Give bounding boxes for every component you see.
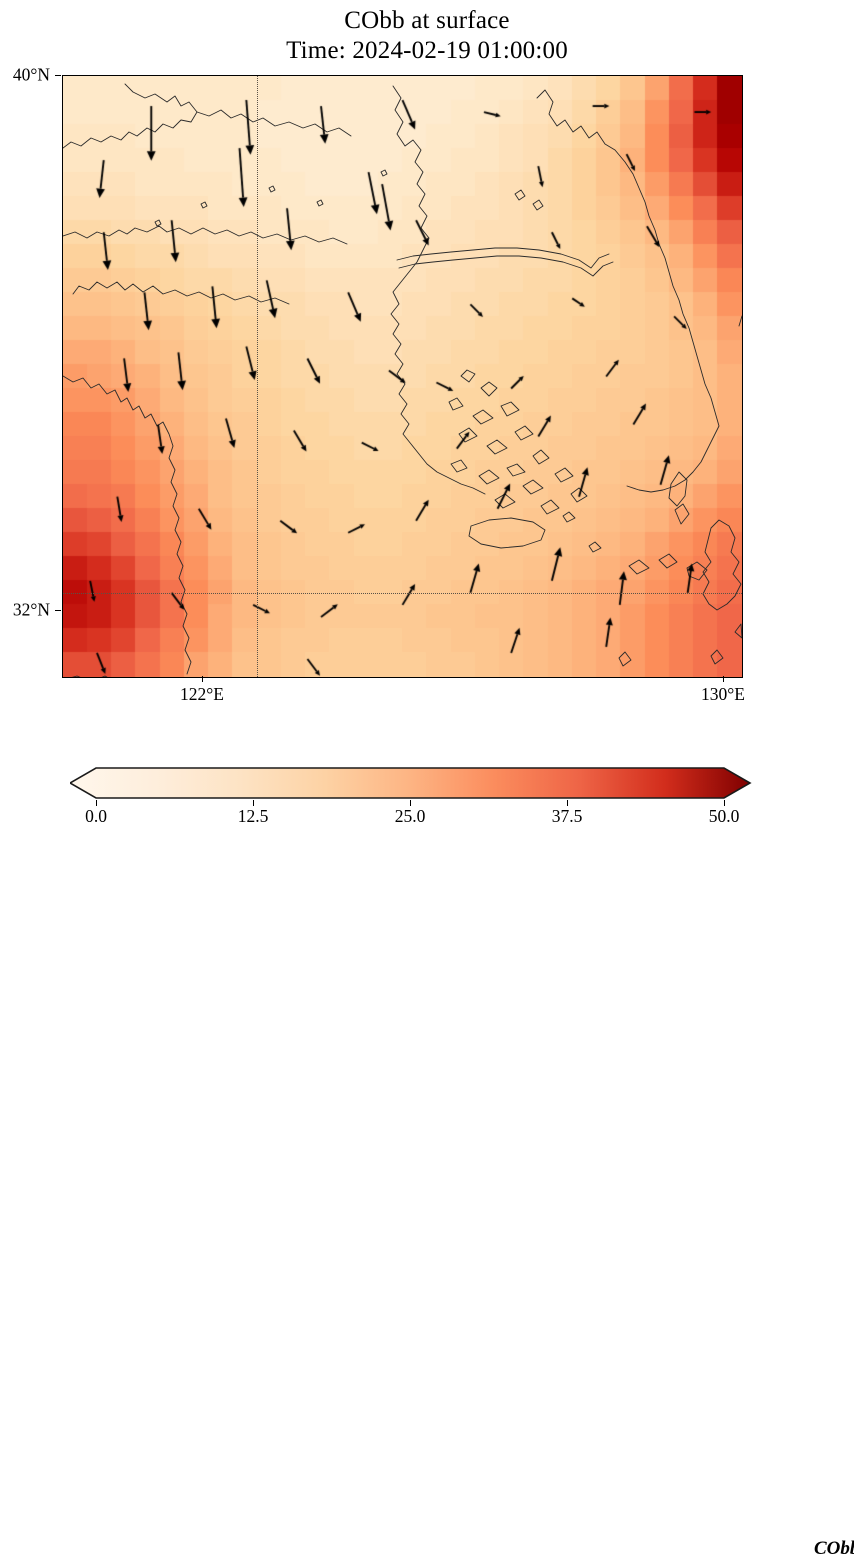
colorbar-gradient — [70, 767, 752, 799]
xtick-label-130e: 130°E — [701, 684, 745, 704]
cbtick-label-0: 0.0 — [85, 806, 107, 826]
cbtick-mark-12-5 — [253, 800, 255, 806]
figure-subtitle-time: Time: 2024-02-19 01:00:00 — [286, 36, 568, 64]
cbtick-mark-25 — [410, 800, 412, 806]
colorbar[interactable]: CObb (ppbv) — [70, 766, 854, 1559]
cbtick-mark-0 — [96, 800, 98, 806]
wind-vector-quiver — [63, 76, 742, 677]
map-plot-area[interactable] — [62, 75, 743, 678]
figure-title-block: CObb at surface Time: 2024-02-19 01:00:0… — [0, 6, 854, 65]
cbtick-label-25: 25.0 — [394, 806, 426, 826]
cbtick-mark-50 — [724, 800, 726, 806]
ytick-label-32n: 32°N — [12, 599, 50, 620]
xtick-mark-130e — [723, 676, 725, 682]
page-title: CObb at surface — [344, 7, 510, 34]
map-clip — [63, 76, 742, 677]
colorbar-label: CObb (ppbv) — [814, 1538, 854, 1559]
cbtick-mark-37-5 — [567, 800, 569, 806]
xtick-label-122e: 122°E — [180, 684, 224, 704]
ytick-mark-40n — [55, 75, 61, 77]
cbtick-label-37-5: 37.5 — [551, 806, 583, 826]
cbtick-label-50: 50.0 — [708, 806, 740, 826]
cbtick-label-12-5: 12.5 — [237, 806, 269, 826]
xtick-mark-122e — [202, 676, 204, 682]
ytick-mark-32n — [55, 610, 61, 612]
ytick-label-40n: 40°N — [12, 64, 50, 85]
